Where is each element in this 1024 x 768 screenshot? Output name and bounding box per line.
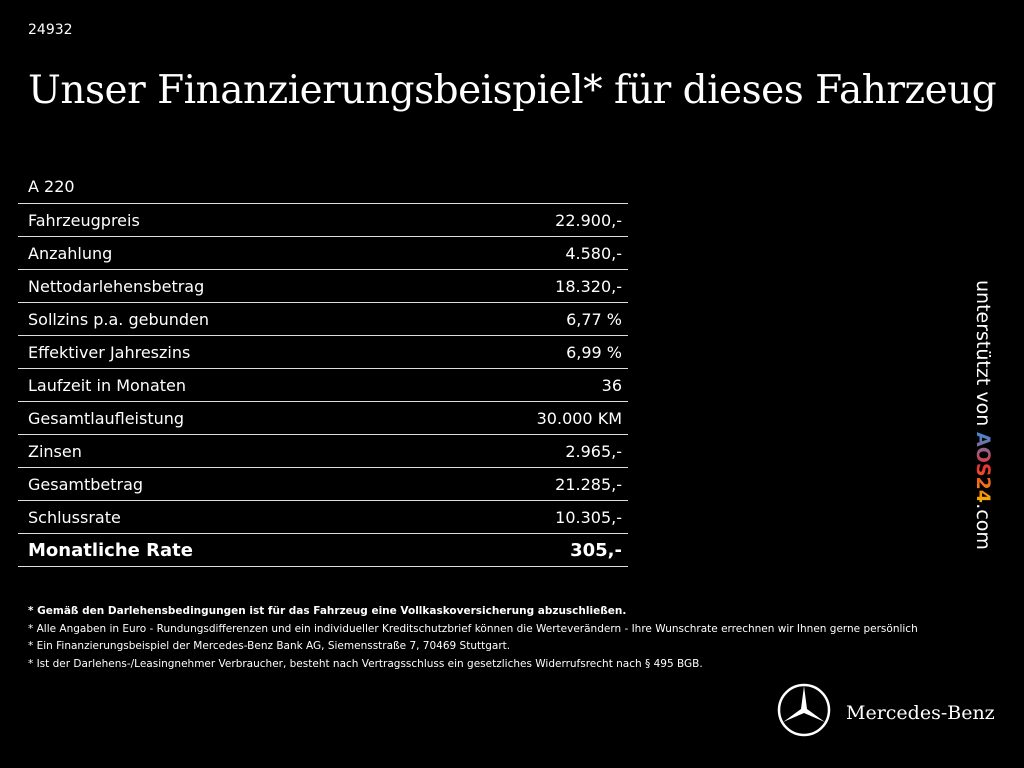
table-row: Gesamtlaufleistung 30.000 KM [18, 402, 628, 435]
table-row: Sollzins p.a. gebunden 6,77 % [18, 303, 628, 336]
row-value: 18.320,- [555, 276, 622, 296]
row-value: 4.580,- [565, 243, 622, 263]
footnotes: * Gemäß den Darlehensbedingungen ist für… [28, 603, 918, 674]
footnote: * Ist der Darlehens-/Leasingnehmer Verbr… [28, 658, 703, 671]
table-row: Effektiver Jahreszins 6,99 % [18, 336, 628, 369]
brand: Mercedes-Benz [846, 702, 995, 724]
row-label: Anzahlung [28, 243, 113, 263]
model: A 220 [28, 177, 75, 196]
sidebar-text: unterstützt von [972, 280, 994, 427]
table-row: Nettodarlehensbetrag 18.320,- [18, 270, 628, 303]
row-value: 30.000 KM [536, 408, 622, 428]
table-row: Anzahlung 4.580,- [18, 237, 628, 270]
aos-logo: AOS24 [972, 432, 994, 504]
table-row: Laufzeit in Monaten 36 [18, 369, 628, 402]
row-label: Fahrzeugpreis [28, 210, 140, 230]
table-row: Fahrzeugpreis 22.900,- [18, 204, 628, 237]
row-label: Effektiver Jahreszins [28, 342, 191, 362]
row-label: Laufzeit in Monaten [28, 375, 187, 395]
mercedes-star [777, 683, 831, 737]
listing-id: 24932 [28, 22, 73, 38]
table-row: Gesamtbetrag 21.285,- [18, 468, 628, 501]
sidebar-suffix: .com [972, 503, 994, 550]
row-value: 2.965,- [565, 441, 622, 461]
row-label: Gesamtbetrag [28, 474, 144, 494]
sidebar: unterstützt von AOS24.com [972, 280, 994, 550]
title: Unser Finanzierungsbeispiel* für dieses … [28, 68, 997, 113]
footnote: * Alle Angaben in Euro - Rundungsdiffere… [28, 622, 918, 635]
row-label: Zinsen [28, 441, 82, 461]
row-value: 305,- [570, 539, 622, 561]
finance-table: A 220 Fahrzeugpreis 22.900,- Anzahlung 4.58… [18, 170, 628, 567]
model-row: A 220 [18, 170, 628, 204]
row-value: 22.900,- [555, 210, 622, 230]
table-row: Schlussrate 10.305,- [18, 501, 628, 534]
row-value: 6,77 % [566, 309, 622, 329]
row-label: Sollzins p.a. gebunden [28, 309, 210, 329]
row-label: Monatliche Rate [28, 539, 193, 561]
row-value: 6,99 % [566, 342, 622, 362]
row-value: 10.305,- [555, 507, 622, 527]
row-label: Nettodarlehensbetrag [28, 276, 205, 296]
footnote: * Gemäß den Darlehensbedingungen ist für… [28, 605, 627, 617]
total-row: Monatliche Rate 305,- [18, 534, 628, 567]
row-label: Schlussrate [28, 507, 121, 527]
row-value: 21.285,- [555, 474, 622, 494]
footnote: * Ein Finanzierungsbeispiel der Mercedes… [28, 640, 511, 653]
row-label: Gesamtlaufleistung [28, 408, 185, 428]
row-value: 36 [601, 375, 622, 395]
table-row: Zinsen 2.965,- [18, 435, 628, 468]
